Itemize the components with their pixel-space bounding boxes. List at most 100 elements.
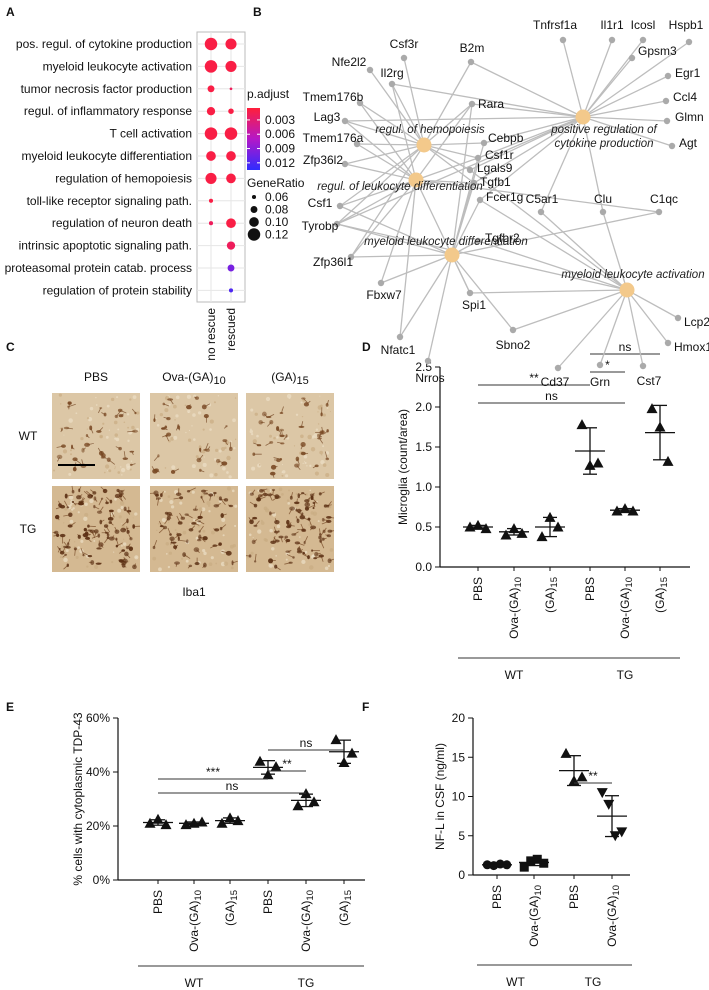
cell-body	[326, 534, 332, 538]
texture	[304, 461, 307, 465]
texture	[310, 518, 312, 520]
edge	[451, 142, 485, 256]
texture	[89, 498, 94, 504]
texture	[99, 434, 104, 439]
texture	[226, 486, 232, 491]
cell-body	[198, 468, 202, 472]
texture	[286, 393, 292, 399]
cell-body	[294, 463, 300, 468]
texture	[300, 401, 303, 404]
gene-label: Lcp2	[684, 315, 709, 329]
edge	[557, 289, 628, 369]
texture	[309, 565, 314, 570]
data-point	[526, 856, 536, 866]
texture	[102, 422, 105, 425]
cell-body	[301, 397, 306, 400]
cell-body	[166, 511, 173, 517]
edge	[415, 179, 660, 213]
size-key	[249, 217, 259, 227]
texture	[86, 428, 88, 430]
cell-body	[274, 564, 278, 569]
texture	[252, 536, 254, 539]
texture	[226, 455, 231, 461]
texture	[328, 505, 332, 509]
texture	[224, 446, 227, 450]
cell-body	[66, 506, 70, 509]
dot	[226, 218, 236, 229]
gene-label: Rara	[478, 97, 504, 111]
texture	[127, 439, 130, 442]
cell-body	[117, 408, 123, 412]
term-label: toll-like receptor signaling path.	[27, 194, 192, 208]
texture	[84, 512, 89, 517]
group-label: TG	[617, 668, 634, 682]
gene-node	[396, 333, 404, 341]
texture	[202, 548, 206, 553]
cell-body	[300, 451, 306, 456]
cell-body	[182, 552, 186, 558]
texture	[282, 470, 286, 474]
edge	[336, 223, 453, 256]
gene-label: Tyrobp	[302, 219, 339, 233]
cell-body	[115, 537, 118, 541]
cell-body	[269, 440, 274, 444]
cell-body	[285, 434, 288, 438]
cell-body	[121, 563, 126, 568]
edge	[540, 116, 584, 213]
cell-body	[304, 502, 311, 508]
texture	[80, 539, 84, 543]
texture	[73, 545, 76, 548]
texture	[198, 507, 203, 512]
cell-body	[84, 442, 90, 447]
texture	[186, 394, 191, 399]
texture	[260, 521, 265, 525]
term-label: regulation of neuron death	[52, 216, 192, 230]
texture	[319, 395, 321, 397]
cell-body	[169, 536, 175, 542]
data-point	[292, 800, 304, 811]
gene-label: Hmox1	[674, 340, 709, 354]
texture	[215, 448, 219, 453]
cell-body	[278, 535, 284, 539]
hub-label: myeloid leukocyte differentiation	[364, 236, 528, 248]
cell-process	[205, 443, 209, 451]
term-label: myeloid leukocyte activation	[43, 59, 192, 73]
texture	[105, 522, 108, 524]
cell-process	[173, 542, 177, 550]
hub-label: regul. of leukocyte differentiation	[317, 181, 483, 193]
texture	[266, 488, 271, 493]
texture	[210, 556, 214, 560]
texture	[59, 556, 62, 559]
texture	[211, 530, 215, 535]
data-point	[254, 755, 266, 766]
cell-body	[118, 414, 124, 418]
term-label: pos. regul. of cytokine production	[16, 37, 192, 51]
texture	[278, 487, 283, 492]
texture	[310, 511, 314, 515]
texture	[285, 558, 288, 561]
hub-node	[416, 137, 432, 153]
dot	[208, 221, 214, 226]
colorbar-label: 0.009	[265, 142, 295, 156]
texture	[230, 566, 234, 570]
data-point	[536, 531, 548, 542]
cell-body	[107, 516, 114, 521]
cell-body	[285, 539, 291, 543]
texture	[307, 434, 313, 440]
texture	[269, 434, 273, 438]
edge	[339, 205, 453, 256]
cell-body	[314, 551, 319, 557]
gene-node	[467, 58, 475, 66]
texture	[68, 472, 72, 476]
texture	[136, 411, 140, 415]
panel-letter: A	[6, 5, 15, 19]
gene-node	[639, 36, 647, 44]
texture	[169, 499, 174, 505]
gene-label: Il1r1	[600, 18, 624, 32]
edge	[582, 41, 690, 118]
label-text: (GA)	[337, 901, 351, 926]
label-text: PBS	[583, 577, 597, 601]
texture	[68, 418, 73, 423]
edge	[415, 103, 473, 181]
gene-node	[480, 139, 488, 147]
